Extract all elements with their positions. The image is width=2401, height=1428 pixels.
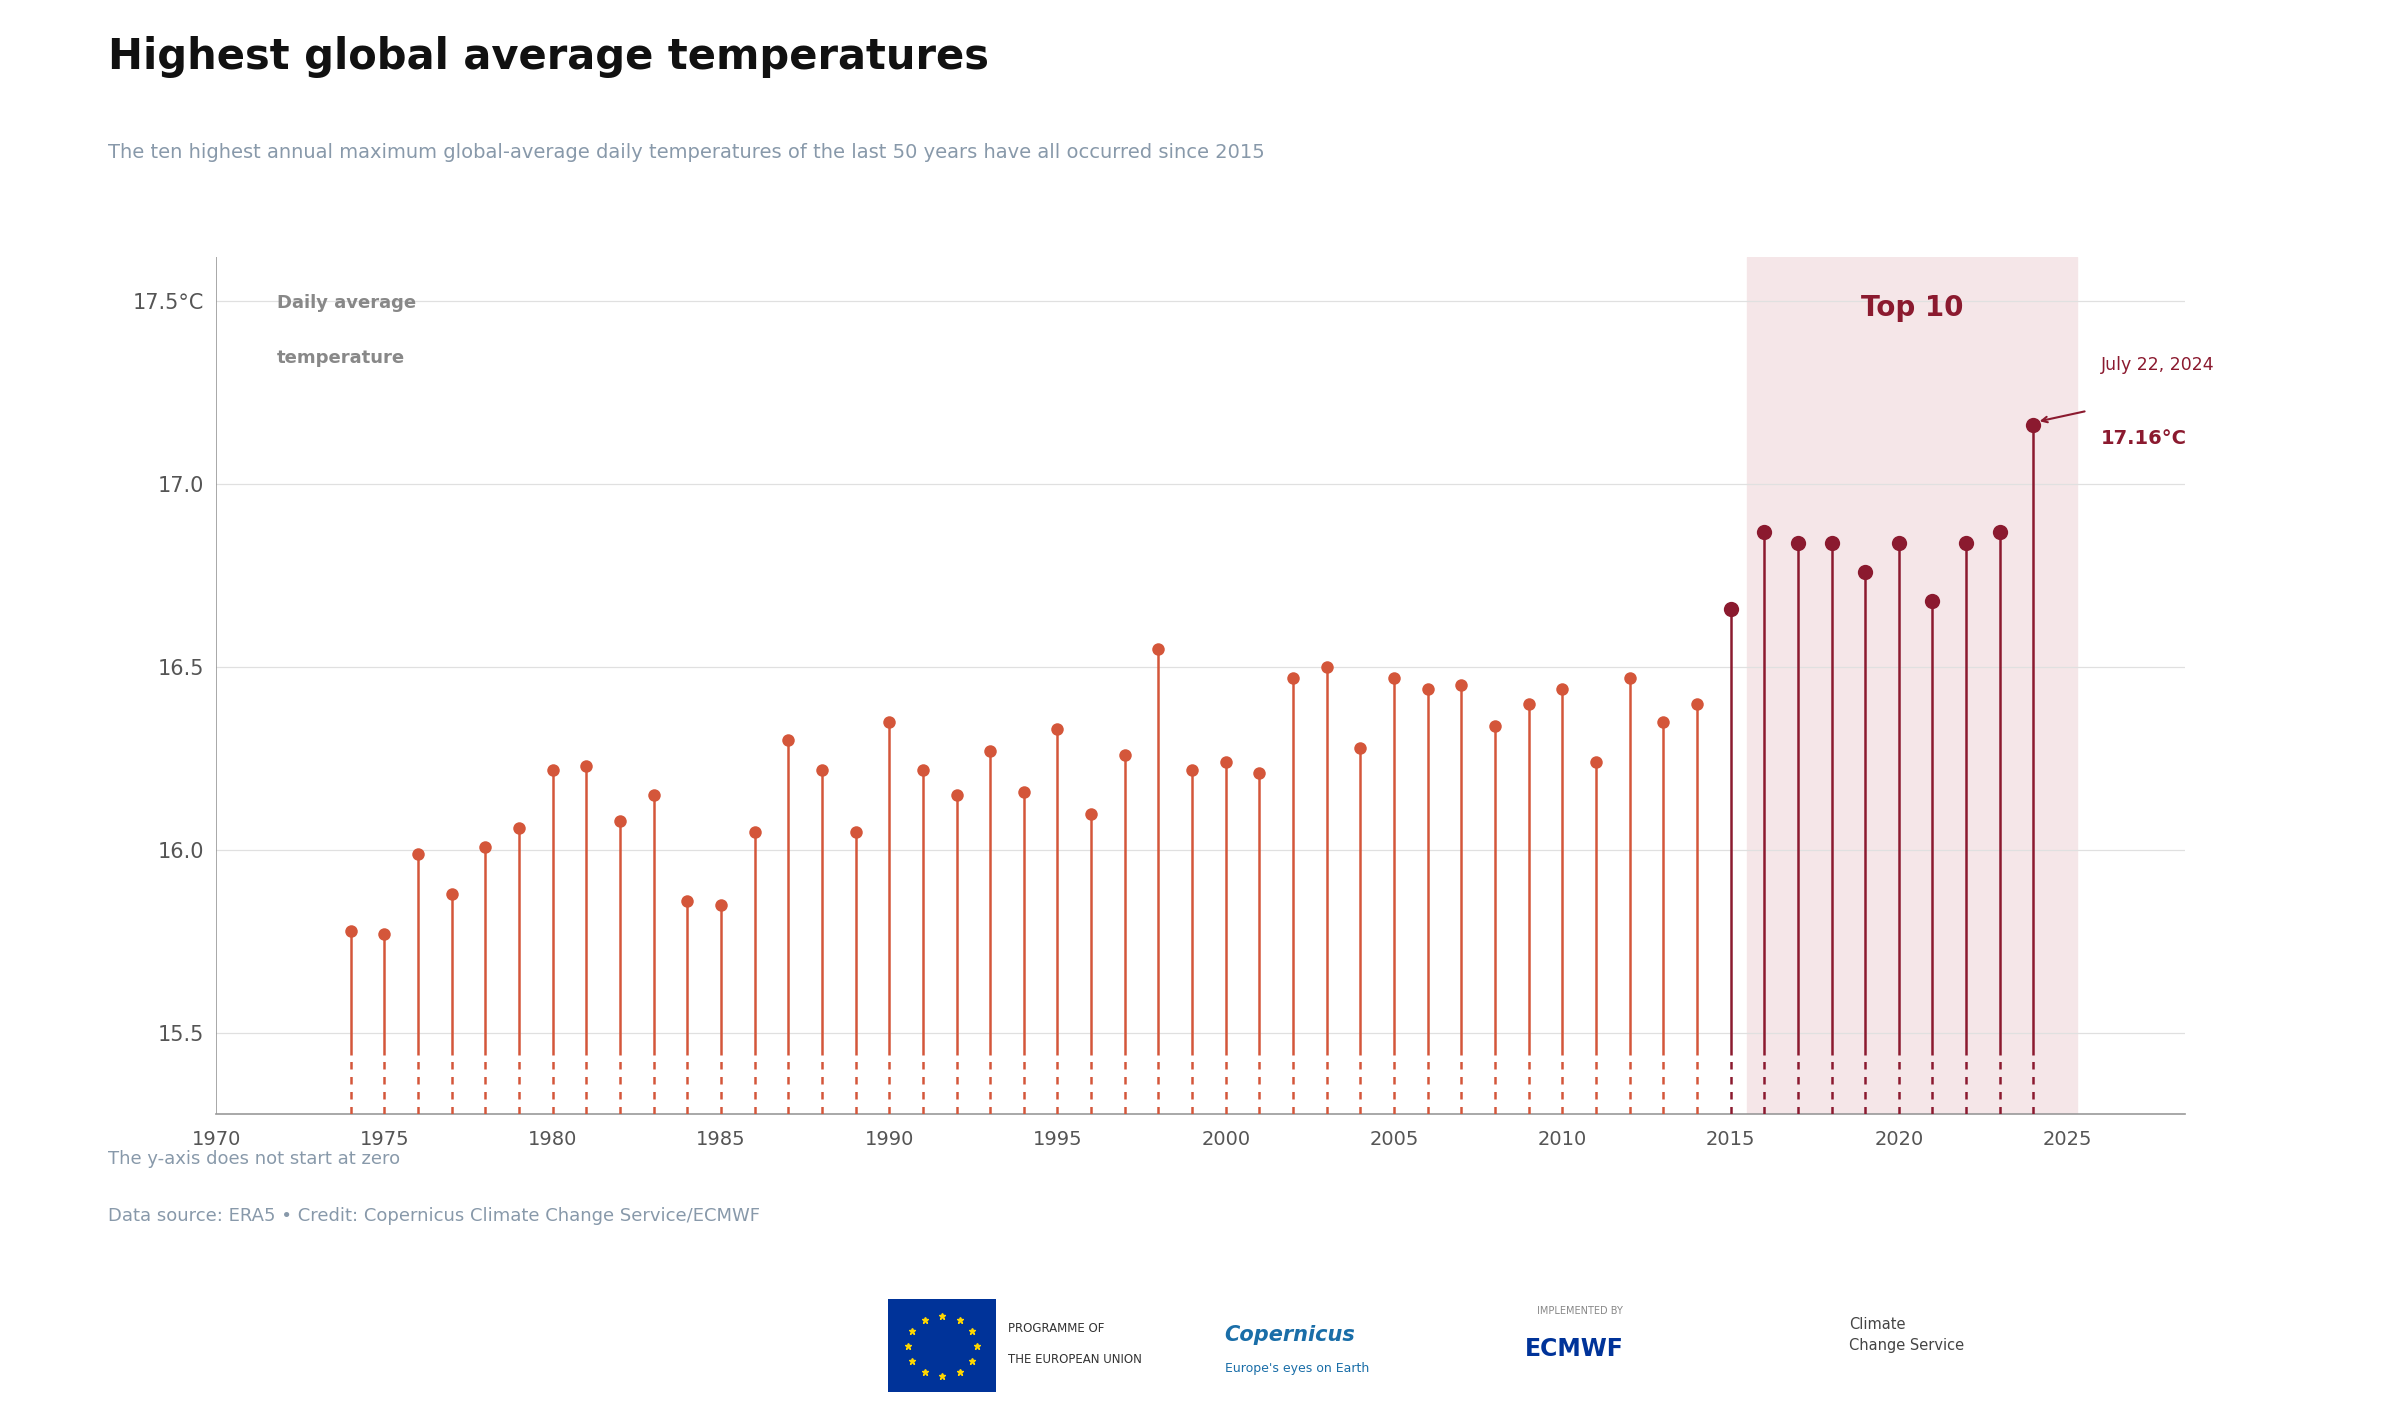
Text: IMPLEMENTED BY: IMPLEMENTED BY <box>1537 1305 1623 1317</box>
Text: Data source: ERA5 • Credit: Copernicus Climate Change Service/ECMWF: Data source: ERA5 • Credit: Copernicus C… <box>108 1207 761 1225</box>
Text: July 22, 2024: July 22, 2024 <box>2101 356 2214 374</box>
Bar <box>1748 257 2077 1114</box>
Text: The ten highest annual maximum global-average daily temperatures of the last 50 : The ten highest annual maximum global-av… <box>108 143 1265 161</box>
Text: THE EUROPEAN UNION: THE EUROPEAN UNION <box>1008 1352 1143 1367</box>
Text: Copernicus: Copernicus <box>1225 1325 1354 1345</box>
Text: The y-axis does not start at zero: The y-axis does not start at zero <box>108 1150 401 1168</box>
Text: Highest global average temperatures: Highest global average temperatures <box>108 36 989 77</box>
Text: Europe's eyes on Earth: Europe's eyes on Earth <box>1225 1361 1369 1375</box>
Text: Climate
Change Service: Climate Change Service <box>1849 1317 1964 1354</box>
Text: 17.16°C: 17.16°C <box>2101 430 2187 448</box>
Text: PROGRAMME OF: PROGRAMME OF <box>1008 1321 1104 1335</box>
Text: Top 10: Top 10 <box>1861 294 1964 321</box>
Text: ECMWF: ECMWF <box>1525 1338 1623 1361</box>
Text: temperature: temperature <box>276 348 406 367</box>
Text: Daily average: Daily average <box>276 294 415 311</box>
